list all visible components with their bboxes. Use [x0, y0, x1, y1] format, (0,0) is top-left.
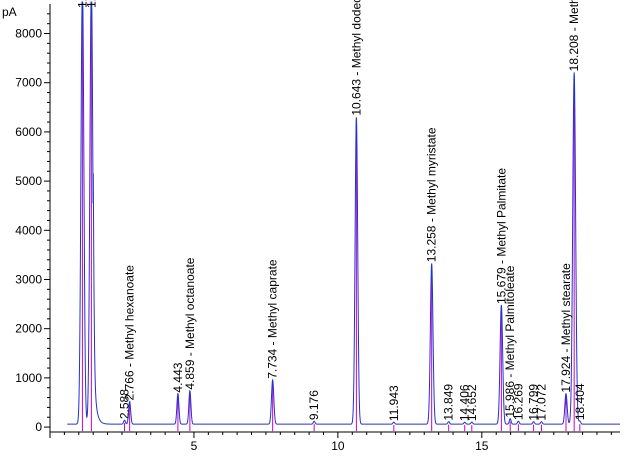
peak-label: 14.652 — [465, 384, 479, 421]
peak-label: 18.208 - Methyl oleate — [567, 0, 581, 71]
peak-label: 16.269 — [511, 383, 525, 420]
peak-label: 14.406 — [458, 384, 472, 421]
axes: 0 1000 2000 3000 4000 5000 6000 7000 8000 5 10 15 — [15, 4, 620, 453]
signal-trace — [67, 1, 620, 425]
peak-label: 2.588 — [118, 389, 132, 419]
y-tick-label: 0 — [35, 420, 42, 434]
peak-label: 13.849 — [442, 384, 456, 421]
peak-markers — [81, 2, 581, 432]
peak-label: 13.258 - Methyl myristate — [425, 127, 439, 262]
y-tick-label: 5000 — [15, 174, 42, 188]
y-tick-label: 3000 — [15, 272, 42, 286]
peak-label: 4.443 — [171, 362, 185, 392]
y-tick-label: 8000 — [15, 27, 42, 41]
x-tick-label: 15 — [475, 439, 489, 453]
peak-label: 17.924 - Methyl stearate — [559, 263, 573, 393]
peak-label: 15.986 - Methyl Palmitoleate — [503, 265, 517, 417]
peak-label: 4.859 - Methyl octanoate — [183, 257, 197, 389]
y-tick-label: 4000 — [15, 223, 42, 237]
y-tick-label: 1000 — [15, 371, 42, 385]
x-tick-label: 10 — [331, 439, 345, 453]
y-tick-label: 7000 — [15, 76, 42, 90]
peak-label: 16.799 — [527, 384, 541, 421]
peak-label: 11.943 — [387, 385, 401, 421]
peak-label: 7.734 - Methyl caprate — [266, 259, 280, 379]
peak-label: 1.437 — [84, 0, 98, 8]
peak-label: 17.072 — [534, 384, 548, 421]
peak-label: 15.679 - Methyl Palmitate — [494, 168, 508, 304]
y-tick-label: 2000 — [15, 322, 42, 336]
y-unit-label: pA — [2, 5, 17, 19]
peak-label: 9.176 — [307, 390, 321, 420]
peak-label: 1.126 — [75, 0, 89, 8]
peak-label: 10.643 - Methyl dodecanoate — [349, 0, 363, 116]
peak-label: 18.404 — [573, 383, 587, 420]
y-tick-label: 6000 — [15, 125, 42, 139]
x-tick-label: 5 — [191, 439, 198, 453]
peak-label: 2.766 - Methyl hexanoate — [123, 265, 137, 401]
